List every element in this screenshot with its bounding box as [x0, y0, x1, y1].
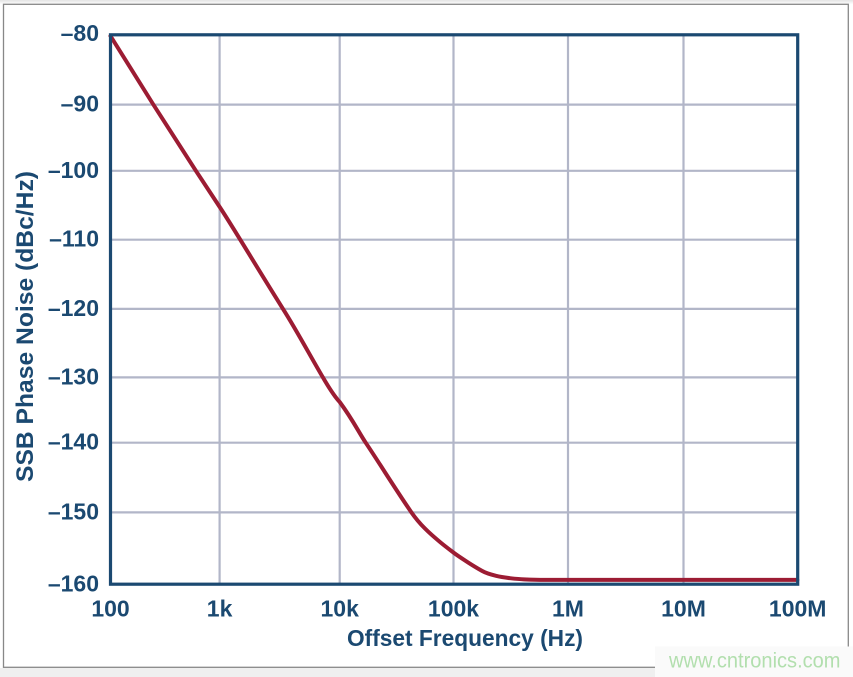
svg-text:100k: 100k [428, 596, 479, 622]
svg-text:–110: –110 [49, 226, 99, 252]
svg-text:–160: –160 [48, 570, 99, 596]
svg-text:10k: 10k [321, 596, 360, 622]
svg-text:1M: 1M [552, 596, 584, 622]
svg-text:SSB Phase Noise (dBc/Hz): SSB Phase Noise (dBc/Hz) [12, 171, 39, 482]
svg-text:–150: –150 [48, 498, 99, 524]
svg-text:10M: 10M [661, 596, 706, 622]
svg-text:100: 100 [91, 596, 129, 622]
svg-text:–90: –90 [61, 90, 99, 116]
svg-text:–130: –130 [48, 363, 99, 389]
svg-text:–100: –100 [48, 157, 99, 183]
svg-text:–120: –120 [48, 295, 99, 321]
svg-text:www.cntronics.com: www.cntronics.com [668, 649, 840, 673]
svg-text:1k: 1k [207, 596, 233, 622]
svg-text:–80: –80 [61, 20, 99, 46]
svg-text:–140: –140 [48, 429, 99, 455]
svg-text:100M: 100M [769, 596, 827, 622]
svg-text:Offset Frequency (Hz): Offset Frequency (Hz) [347, 625, 583, 651]
